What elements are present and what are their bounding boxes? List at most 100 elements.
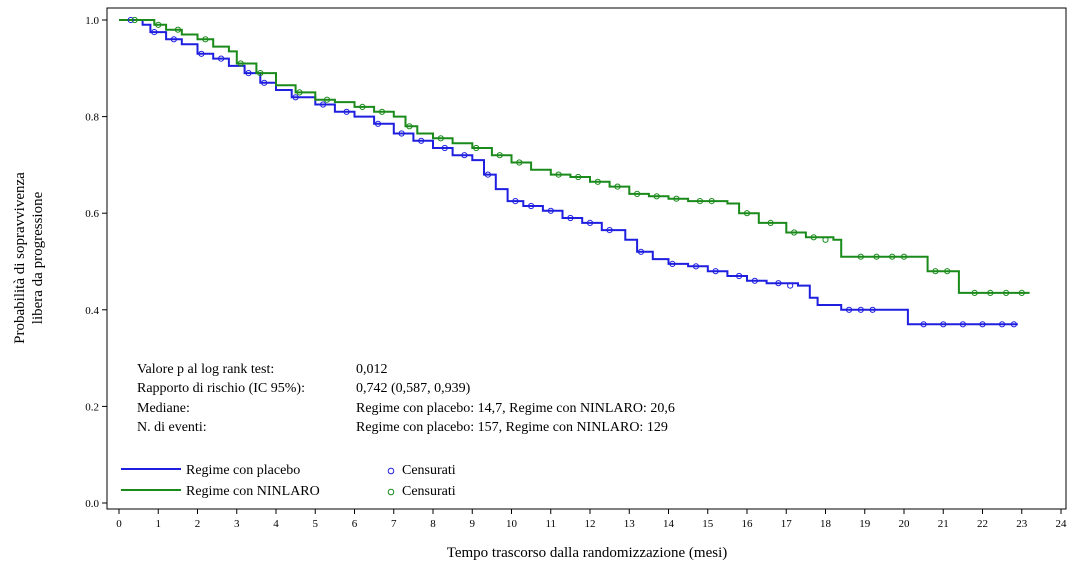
censor-marker-placebo (398, 130, 405, 137)
x-tick-label: 8 (430, 518, 436, 530)
censor-marker-placebo (775, 280, 782, 287)
legend-label-ninlaro: Regime con NINLARO (186, 484, 320, 499)
x-tick-label: 2 (195, 518, 201, 530)
y-axis: 0.0 0.2 0.4 0.6 0.8 1.0 (85, 15, 107, 510)
stat-value-events: Regime con placebo: 157, Regime con NINL… (356, 420, 668, 435)
x-axis-title: Tempo trascorso dalla randomizzazione (m… (447, 545, 728, 561)
stat-label-median: Mediane: (137, 401, 190, 416)
y-tick-label: 1.0 (85, 15, 99, 27)
censor-marker-placebo (245, 70, 252, 77)
censor-marker-placebo (547, 207, 554, 214)
x-tick-label: 23 (1016, 518, 1028, 530)
censor-marker-placebo (959, 321, 967, 328)
x-tick-label: 11 (545, 518, 556, 530)
censor-marker-placebo (846, 306, 853, 313)
legend: Regime con placebo Censurati Regime con … (121, 463, 456, 499)
censor-marker-ninlaro (900, 253, 908, 260)
censor-marker-ninlaro (496, 152, 503, 159)
censor-marker-ninlaro (791, 229, 798, 236)
censor-layer (127, 16, 1025, 328)
x-tick-label: 17 (781, 518, 793, 530)
legend-label-placebo: Regime con placebo (186, 463, 300, 478)
x-tick-label: 5 (313, 518, 319, 530)
censor-marker-ninlaro (378, 108, 386, 115)
censor-marker-ninlaro (1018, 289, 1025, 296)
stat-value-median: Regime con placebo: 14,7, Regime con NIN… (356, 401, 675, 416)
censor-marker-placebo (374, 120, 382, 127)
legend-censor-marker-ninlaro (387, 488, 395, 496)
censor-marker-ninlaro (889, 253, 896, 260)
censor-marker-ninlaro (634, 190, 641, 197)
plot-frame (106, 7, 1067, 510)
censor-marker-placebo (127, 16, 134, 24)
y-tick-label: 0.8 (85, 112, 99, 124)
censor-marker-ninlaro (296, 89, 303, 96)
censor-marker-placebo (920, 321, 927, 328)
censor-marker-ninlaro (932, 268, 939, 275)
censor-marker-placebo (787, 282, 794, 289)
x-axis: 0 1 2 3 4 5 6 7 8 9 10 11 12 13 14 15 16 17 18 19 20 21 22 23 24 (116, 509, 1067, 530)
censor-marker-ninlaro (987, 289, 994, 296)
censor-marker-ninlaro (857, 253, 864, 260)
censor-marker-ninlaro (237, 60, 244, 67)
censor-marker-ninlaro (437, 135, 444, 142)
censor-marker-ninlaro (555, 171, 562, 178)
censor-marker-placebo (170, 36, 177, 43)
censor-marker-ninlaro (473, 144, 480, 152)
censor-marker-ninlaro (971, 289, 978, 296)
censor-marker-ninlaro (743, 210, 751, 217)
censor-marker-placebo (979, 321, 986, 328)
censor-marker-ninlaro (174, 26, 181, 33)
censor-marker-placebo (567, 214, 574, 222)
x-tick-label: 19 (859, 518, 871, 530)
stats-block: Valore p al log rank test: 0,012 Rapport… (137, 362, 675, 435)
x-tick-label: 21 (938, 518, 949, 530)
censor-marker-ninlaro (406, 123, 413, 130)
censor-marker-placebo (606, 227, 613, 234)
x-tick-label: 14 (663, 518, 675, 530)
stat-label-events: N. di eventi: (137, 420, 207, 435)
censor-marker-placebo (320, 101, 327, 108)
censor-marker-ninlaro (202, 36, 209, 43)
censor-marker-placebo (586, 219, 594, 226)
censor-marker-placebo (940, 321, 947, 328)
series-layer (119, 19, 1030, 326)
censor-marker-placebo (512, 198, 519, 205)
y-tick-label: 0.2 (85, 401, 99, 413)
x-tick-label: 7 (391, 518, 397, 530)
series-line-placebo (119, 19, 1018, 326)
y-tick-label: 0.4 (85, 305, 99, 317)
stat-value-pvalue: 0,012 (356, 362, 388, 377)
y-tick-label: 0.0 (85, 498, 99, 510)
censor-marker-ninlaro (257, 70, 264, 77)
legend-censor-label-ninlaro: Censurati (402, 484, 456, 499)
x-tick-label: 16 (742, 518, 754, 530)
censor-marker-placebo (736, 272, 743, 280)
censor-marker-placebo (484, 171, 491, 178)
y-axis-title: Probabilità di sopravvivenza libera da p… (12, 172, 46, 344)
x-tick-label: 13 (624, 518, 636, 530)
censor-marker-placebo (292, 94, 299, 101)
censor-marker-placebo (637, 248, 645, 255)
series-line-ninlaro (119, 19, 1030, 294)
censor-marker-ninlaro (944, 268, 951, 275)
x-tick-label: 15 (702, 518, 714, 530)
censor-marker-ninlaro (323, 96, 331, 103)
stat-label-pvalue: Valore p al log rank test: (137, 362, 274, 377)
plot-border (106, 7, 1067, 510)
censor-marker-placebo (692, 263, 700, 270)
censor-marker-placebo (198, 50, 205, 57)
censor-marker-placebo (218, 55, 225, 62)
x-tick-label: 10 (506, 518, 518, 530)
legend-censor-label-placebo: Censurati (402, 463, 456, 478)
censor-marker-placebo (343, 108, 350, 115)
censor-marker-placebo (418, 137, 425, 144)
x-tick-label: 22 (977, 518, 988, 530)
censor-marker-ninlaro (594, 178, 601, 185)
y-axis-title-line-1: Probabilità di sopravvivenza (12, 172, 28, 344)
censor-marker-placebo (1010, 321, 1018, 328)
x-tick-label: 20 (899, 518, 911, 530)
censor-marker-ninlaro (131, 16, 138, 24)
